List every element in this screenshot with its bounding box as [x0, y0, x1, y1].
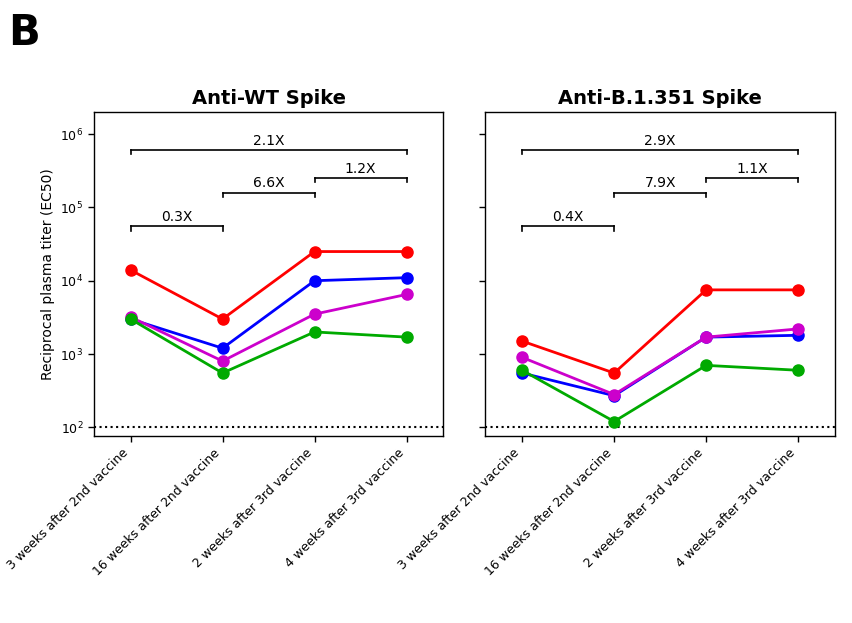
Text: 0.3X: 0.3X [161, 210, 193, 224]
Text: 2.9X: 2.9X [644, 134, 676, 148]
Title: Anti-WT Spike: Anti-WT Spike [192, 89, 346, 108]
Y-axis label: Reciprocal plasma titer (EC50): Reciprocal plasma titer (EC50) [41, 168, 55, 380]
Text: 6.6X: 6.6X [253, 176, 285, 190]
Text: B: B [9, 12, 40, 54]
Text: 0.4X: 0.4X [552, 210, 584, 224]
Text: 1.1X: 1.1X [736, 161, 768, 176]
Title: Anti-B.1.351 Spike: Anti-B.1.351 Spike [558, 89, 762, 108]
Text: 2.1X: 2.1X [253, 134, 285, 148]
Text: 7.9X: 7.9X [644, 176, 676, 190]
Text: 1.2X: 1.2X [345, 161, 377, 176]
